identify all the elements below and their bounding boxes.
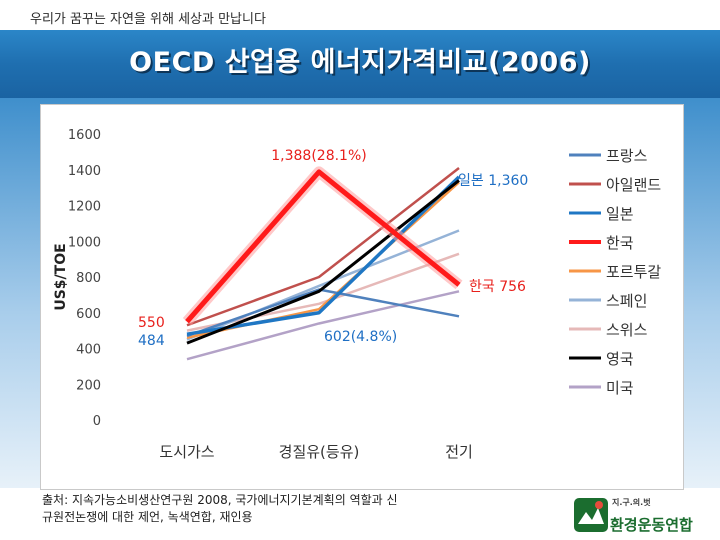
y-tick-label: 200 bbox=[76, 378, 101, 393]
kfem-logo-icon bbox=[574, 498, 608, 532]
y-tick-label: 800 bbox=[76, 271, 101, 286]
logo-name: 환경운동연합 bbox=[610, 516, 693, 534]
x-tick-label: 경질유(등유) bbox=[279, 443, 360, 461]
legend-label: 미국 bbox=[606, 379, 634, 397]
y-tick-label: 1000 bbox=[68, 235, 101, 250]
legend-label: 스페인 bbox=[606, 292, 647, 310]
slogan: 우리가 꿈꾸는 자연을 위해 세상과 만납니다 bbox=[30, 12, 266, 27]
y-tick-label: 0 bbox=[93, 414, 101, 429]
page-title: OECD 산업용 에너지가격비교(2006) bbox=[129, 47, 591, 78]
annotation-korea-gas: 550 bbox=[138, 315, 165, 331]
series-line-스위스 bbox=[186, 252, 460, 332]
line-chart: 0 200 400 600 800 1000 1200 1400 1600 US$/TOE 도시가스… bbox=[53, 128, 661, 461]
annotation-korea-oil: 1,388(28.1%) bbox=[271, 148, 366, 164]
annotation-japan-electricity: 일본 1,360 bbox=[458, 173, 528, 189]
legend-label: 포르투갈 bbox=[606, 263, 661, 281]
y-tick-label: 600 bbox=[76, 307, 101, 322]
x-tick-label: 전기 bbox=[445, 443, 473, 461]
legend-label: 영국 bbox=[606, 350, 634, 368]
logo-subtitle: 지.구.의.벗 bbox=[612, 498, 651, 507]
legend-label: 아일랜드 bbox=[606, 176, 661, 194]
y-axis-label: US$/TOE bbox=[53, 243, 69, 310]
x-tick-label: 도시가스 bbox=[159, 443, 214, 461]
title-bar bbox=[0, 30, 720, 98]
legend-label: 스위스 bbox=[606, 321, 648, 339]
y-tick-label: 1400 bbox=[68, 164, 101, 179]
source-line-1: 출처: 지속가능소비생산연구원 2008, 국가에너지기본계획의 역할과 신 bbox=[42, 493, 398, 507]
y-tick-label: 1600 bbox=[68, 128, 101, 143]
legend-label: 프랑스 bbox=[606, 147, 648, 165]
annotation-japan-gas: 484 bbox=[138, 333, 165, 349]
chart-frame: 0 200 400 600 800 1000 1200 1400 1600 US$/TOE 도시가스… bbox=[40, 104, 684, 490]
annotation-korea-electricity: 한국 756 bbox=[469, 279, 526, 295]
series-line-미국 bbox=[186, 290, 460, 361]
legend-label: 한국 bbox=[606, 234, 634, 252]
series-line-아일랜드 bbox=[186, 166, 460, 327]
y-tick-label: 400 bbox=[76, 343, 101, 358]
series-glow-korea bbox=[182, 166, 463, 326]
annotation-japan-oil: 602(4.8%) bbox=[324, 329, 397, 345]
legend-label: 일본 bbox=[606, 205, 634, 223]
series-line-영국 bbox=[186, 179, 460, 345]
source-citation: 출처: 지속가능소비생산연구원 2008, 국가에너지기본계획의 역할과 신 규… bbox=[42, 492, 562, 526]
y-tick-label: 1200 bbox=[68, 200, 101, 215]
series-line-포르투갈 bbox=[186, 181, 460, 339]
source-line-2: 규원전논쟁에 대한 제언, 녹색연합, 재인용 bbox=[42, 510, 253, 524]
series-line-한국 bbox=[185, 169, 461, 324]
